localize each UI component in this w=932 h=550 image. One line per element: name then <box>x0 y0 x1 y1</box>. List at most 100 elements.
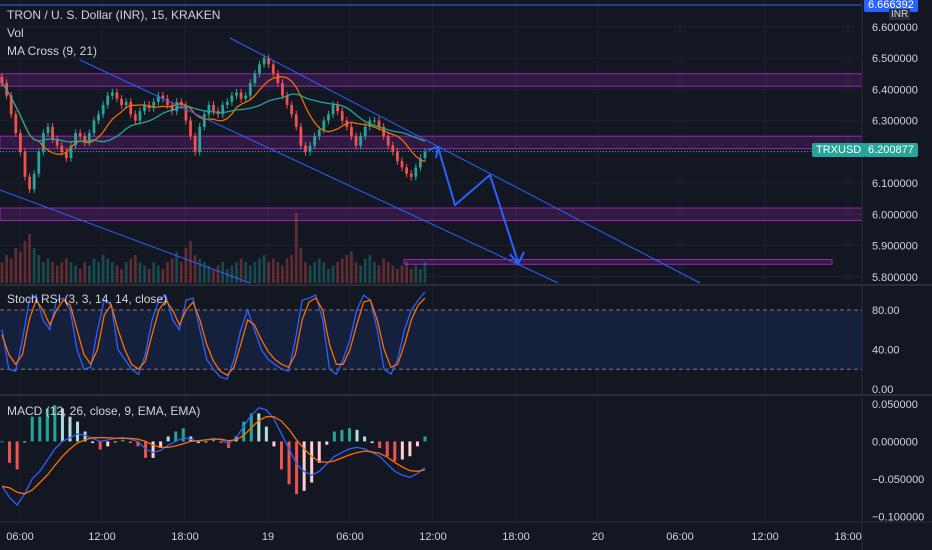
volume-bar <box>327 269 330 283</box>
volume-bar <box>244 262 248 283</box>
volume-bar <box>101 255 105 283</box>
macd-histogram-bar <box>272 441 276 447</box>
candle <box>156 95 160 102</box>
macd-histogram-bar <box>423 436 427 442</box>
candle <box>207 104 211 115</box>
volume-bar <box>129 258 133 283</box>
candle <box>377 120 381 127</box>
candle <box>294 114 298 127</box>
macd-legend: MACD (12, 26, close, 9, EMA, EMA) <box>7 404 201 418</box>
time-tick-label: 06:00 <box>666 531 694 543</box>
volume-bar <box>350 251 353 283</box>
macd-histogram-bar <box>302 441 306 491</box>
macd-histogram-bar <box>264 426 268 442</box>
candle <box>106 95 110 105</box>
volume-bar <box>28 234 31 283</box>
stoch-tick-label: 40.00 <box>872 344 900 356</box>
volume-bar <box>400 265 404 283</box>
resistance-zone <box>0 207 863 222</box>
candle <box>92 120 96 134</box>
macd-histogram-bar <box>212 439 215 442</box>
volume-bar <box>60 262 64 283</box>
ma-slow-line <box>1 82 426 143</box>
volume-bar <box>386 262 390 283</box>
projection-path <box>437 146 519 263</box>
macd-histogram-bar <box>204 441 208 443</box>
macd-histogram-bar <box>144 441 148 458</box>
candle <box>189 120 192 137</box>
candle <box>32 173 36 190</box>
volume-bar <box>354 262 358 283</box>
candle <box>239 92 243 99</box>
candle <box>400 161 404 168</box>
volume-bar <box>87 265 91 283</box>
macd-histogram-bar <box>279 441 283 470</box>
volume-bar <box>166 262 169 283</box>
volume-bar <box>64 258 68 283</box>
candle <box>42 133 45 152</box>
candle <box>28 176 31 190</box>
macd-histogram-bar <box>363 436 367 442</box>
volume-bar <box>92 258 96 283</box>
candle <box>198 126 202 152</box>
resistance-zone <box>403 259 833 265</box>
volume-bar <box>262 255 266 283</box>
volume-bar <box>179 262 183 283</box>
candle <box>308 145 312 152</box>
candle <box>405 167 408 174</box>
currency-label[interactable]: INR <box>889 9 911 20</box>
volume-bar <box>271 258 275 283</box>
candle <box>317 129 321 137</box>
volume-bar <box>340 258 344 283</box>
volume-bar <box>304 262 307 283</box>
volume-bar <box>193 255 197 283</box>
macd-tick-label: −0.100000 <box>872 511 924 523</box>
volume-bar <box>69 262 73 283</box>
macd-histogram-bar <box>196 441 200 444</box>
macd-histogram-bar <box>136 441 140 447</box>
macd-histogram-bar <box>106 441 110 447</box>
stoch-tick-label: 80.00 <box>872 305 900 317</box>
macd-histogram-bar <box>378 441 382 448</box>
volume-bar <box>423 262 427 283</box>
candle <box>396 151 399 162</box>
volume-bar <box>147 269 151 283</box>
price-tick-label: 6.000000 <box>872 209 918 221</box>
candle <box>359 136 363 146</box>
candle <box>363 126 367 137</box>
candle <box>129 101 133 115</box>
macd-histogram-bar <box>317 441 321 463</box>
price-tick-label: 6.600000 <box>872 22 918 34</box>
ma-fast-line <box>1 76 426 163</box>
volume-bar <box>382 258 385 283</box>
volume-bar <box>248 265 252 283</box>
volume-bar <box>317 258 321 283</box>
candle <box>184 104 188 121</box>
volume-bar <box>97 262 100 283</box>
time-tick-label: 06:00 <box>6 531 34 543</box>
channel-upper-line <box>229 37 701 284</box>
candle <box>64 151 68 159</box>
volume-bar <box>239 258 243 283</box>
candle <box>175 101 179 112</box>
volume-bar <box>409 269 413 283</box>
volume-bar <box>235 262 238 283</box>
candle <box>46 126 50 134</box>
macd-histogram-bar <box>295 441 299 495</box>
volume-bar <box>368 255 372 283</box>
volume-bar <box>285 258 289 283</box>
candle <box>313 136 317 146</box>
candle <box>170 104 174 112</box>
candle <box>373 120 376 122</box>
candle <box>14 114 18 134</box>
candle <box>124 101 128 105</box>
candle <box>258 64 261 74</box>
candle <box>51 126 54 140</box>
candle <box>133 114 137 121</box>
volume-bar <box>161 269 165 283</box>
candle <box>235 92 238 96</box>
channel-outer-line <box>0 189 251 284</box>
volume-bar <box>133 255 137 283</box>
macd-histogram-bar <box>400 441 404 460</box>
